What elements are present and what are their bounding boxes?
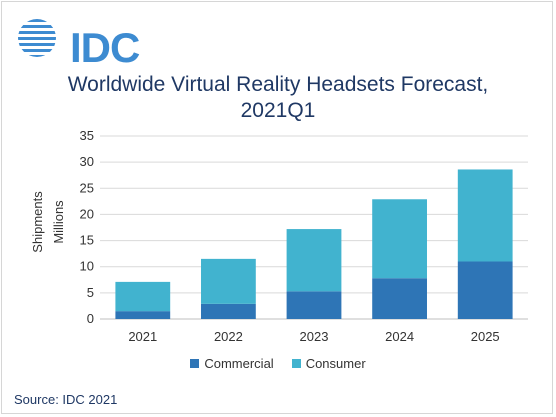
legend-item-consumer: Consumer [291,356,366,371]
x-axis-ticks: 2021 2022 2023 2024 2025 [128,329,499,344]
legend-swatch-consumer [291,359,301,368]
idc-logo: IDC [16,14,140,71]
bar-consumer-2023 [286,229,342,292]
bar-commercial-2023 [286,291,342,319]
x-tick-label: 2022 [214,329,243,344]
legend-item-commercial: Commercial [190,356,274,371]
bar-consumer-2025 [457,169,513,262]
legend-label-consumer: Consumer [305,356,366,371]
bar-commercial-2021 [115,311,171,319]
bars [115,169,513,319]
bar-commercial-2022 [201,303,256,319]
y-tick-label: 15 [80,233,94,248]
bar-commercial-2025 [457,261,513,319]
y-tick-label: 10 [80,259,94,274]
globe-icon [18,19,56,57]
x-tick-label: 2023 [300,329,329,344]
y-tick-label: 20 [80,206,94,221]
y-tick-label: 35 [80,128,94,143]
source-note: Source: IDC 2021 [14,392,118,407]
y-tick-label: 5 [87,285,94,300]
y-axis-title-line-1: Shipments [30,191,45,253]
chart-title-line-2: 2021Q1 [240,99,316,122]
legend: Commercial Consumer [0,356,556,371]
chart-title-line-1: Worldwide Virtual Reality Headsets Forec… [67,73,489,96]
y-axis-title-line-2: Millions [51,200,66,244]
logo-text: IDC [70,24,140,71]
x-tick-label: 2025 [471,329,500,344]
bar-consumer-2021 [115,281,171,312]
x-tick-label: 2021 [128,329,157,344]
y-tick-label: 30 [80,154,94,169]
x-tick-label: 2024 [385,329,414,344]
legend-swatch-commercial [190,359,200,368]
y-axis-ticks: 0 5 10 15 20 25 30 35 [80,128,94,326]
bar-commercial-2024 [372,278,427,319]
y-tick-label: 25 [80,180,94,195]
bar-consumer-2024 [372,199,427,279]
y-tick-label: 0 [87,311,94,326]
legend-label-commercial: Commercial [204,356,274,371]
bar-consumer-2022 [201,258,256,304]
